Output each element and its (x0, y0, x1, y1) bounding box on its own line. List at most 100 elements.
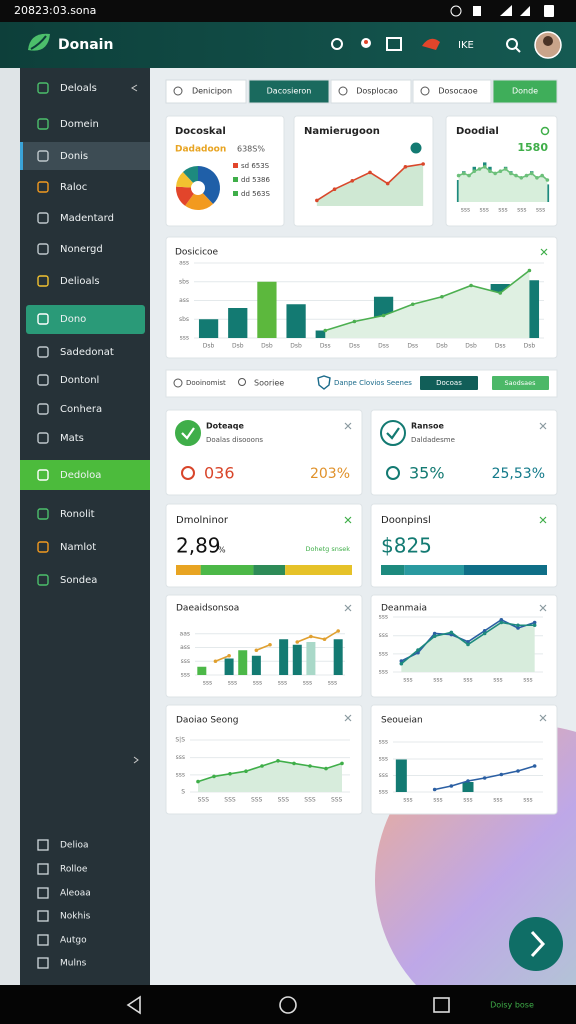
progress-unit: % (218, 546, 226, 555)
sidebar-item[interactable]: Donis (60, 151, 88, 162)
area (316, 164, 424, 206)
fab-icon (530, 930, 546, 958)
header-icons[interactable] (28, 31, 562, 59)
sidebar-item[interactable]: Domein (60, 119, 99, 130)
close-icon[interactable] (344, 604, 352, 612)
tab-icon (338, 86, 348, 96)
point (482, 165, 487, 169)
sidebar-item[interactable]: Nonergd (60, 244, 103, 255)
point (368, 170, 372, 175)
kpi-icon (181, 466, 195, 480)
x-tick-label: sss (536, 207, 545, 214)
close-icon[interactable] (539, 422, 547, 430)
header-label[interactable]: IKE (458, 40, 474, 51)
filter-button[interactable] (492, 376, 549, 390)
item-icon (37, 469, 49, 481)
x-tick-label: sss (303, 680, 312, 687)
y-tick-label: sss (379, 772, 388, 779)
progress-segment (176, 565, 201, 575)
sidebar-item[interactable]: Mats (60, 433, 84, 444)
item-icon (37, 863, 49, 875)
x-tick-label: sss (328, 680, 337, 687)
point (308, 764, 312, 768)
x-tick-label: Dss (320, 343, 331, 350)
close-icon[interactable] (539, 516, 547, 524)
tab[interactable] (492, 79, 558, 104)
filter-tag[interactable]: Danpe Clovios Seenes (334, 379, 412, 387)
x-tick-label: sss (403, 797, 412, 804)
home-button[interactable] (279, 996, 297, 1014)
point (385, 181, 390, 186)
item-icon (37, 432, 49, 444)
sidebar-item[interactable]: Dono (60, 314, 86, 325)
sidebar-item[interactable]: Rolloe (60, 865, 88, 875)
x-tick-label: sss (463, 677, 472, 684)
collapse-icon[interactable] (131, 84, 138, 92)
sidebar-item[interactable]: Aleoaa (60, 889, 91, 899)
bar (286, 304, 306, 338)
tab[interactable] (248, 79, 330, 104)
close-icon[interactable] (539, 714, 547, 722)
kpi-right: 25,53% (492, 466, 545, 482)
sidebar-item[interactable]: Namlot (60, 542, 96, 553)
sidebar-item[interactable]: Ronolit (60, 509, 95, 520)
x-tick-label: sss (228, 680, 237, 687)
close-icon[interactable] (344, 516, 352, 524)
sidebar-item[interactable]: Mulns (60, 959, 87, 969)
tab[interactable] (330, 79, 412, 104)
fab[interactable] (509, 917, 563, 971)
filter-sort[interactable]: Sooriee (254, 379, 284, 388)
kpi-title: Doteaqe (206, 422, 245, 431)
point (488, 169, 492, 173)
sidebar-item[interactable]: Conhera (60, 404, 102, 415)
tab-label[interactable]: Dosplocao (356, 87, 398, 96)
point (410, 302, 415, 307)
sidebar-item[interactable]: Delioa (60, 841, 89, 851)
sidebar-item[interactable]: Delioals (60, 276, 100, 287)
tab-label[interactable]: Donde (512, 87, 538, 96)
sidebar (20, 68, 150, 985)
bar (197, 666, 207, 675)
back-button[interactable] (126, 995, 141, 1015)
sidebar-item[interactable]: Autgo (60, 936, 87, 946)
filter-button-label[interactable]: Docoas (436, 379, 462, 387)
item-icon (37, 181, 49, 193)
point (482, 631, 487, 636)
hover-item (20, 142, 150, 170)
sidebar-item[interactable]: Madentard (60, 213, 114, 224)
sidebar-item[interactable]: Dedoloa (60, 470, 101, 481)
close-icon[interactable] (344, 714, 352, 722)
recent-button[interactable] (433, 997, 450, 1013)
tab[interactable] (165, 79, 247, 104)
sidebar-item[interactable]: Sadedonat (60, 347, 114, 358)
close-icon[interactable] (539, 604, 547, 612)
close-icon[interactable] (540, 248, 548, 256)
x-tick-label: sss (498, 207, 507, 214)
sidebar-item[interactable]: Nokhis (60, 912, 91, 922)
sidebar-item[interactable]: Deloals (60, 83, 97, 94)
point (456, 173, 461, 178)
y-tick-label: sss (176, 771, 185, 778)
card (370, 409, 558, 496)
close-icon[interactable] (344, 422, 352, 430)
sidebar-item[interactable]: Raloc (60, 182, 87, 193)
card-value: 1580 (517, 141, 548, 154)
tab[interactable] (412, 79, 492, 104)
x-tick-label: SSS (331, 797, 343, 804)
sidebar-item[interactable]: Sondea (60, 575, 97, 586)
y-tick-label: ass (180, 644, 190, 651)
sidebar-item[interactable]: Dontonl (60, 375, 99, 386)
x-tick-label: sss (203, 680, 212, 687)
active-item (20, 460, 150, 490)
kpi-title: Ransoe (411, 422, 445, 431)
filter-button-label[interactable]: Saodsaes (505, 379, 537, 387)
filter-bar (165, 369, 558, 398)
item-icon (37, 839, 49, 851)
filter-button[interactable] (420, 376, 478, 390)
bar (228, 308, 248, 338)
tab-label[interactable]: Denicipon (192, 87, 232, 96)
filter-search[interactable]: Dooinomist (186, 379, 226, 387)
expand-icon[interactable] (133, 756, 139, 764)
tab-label[interactable]: Dacosieron (267, 87, 312, 96)
tab-label[interactable]: Dosocaoe (438, 87, 477, 96)
